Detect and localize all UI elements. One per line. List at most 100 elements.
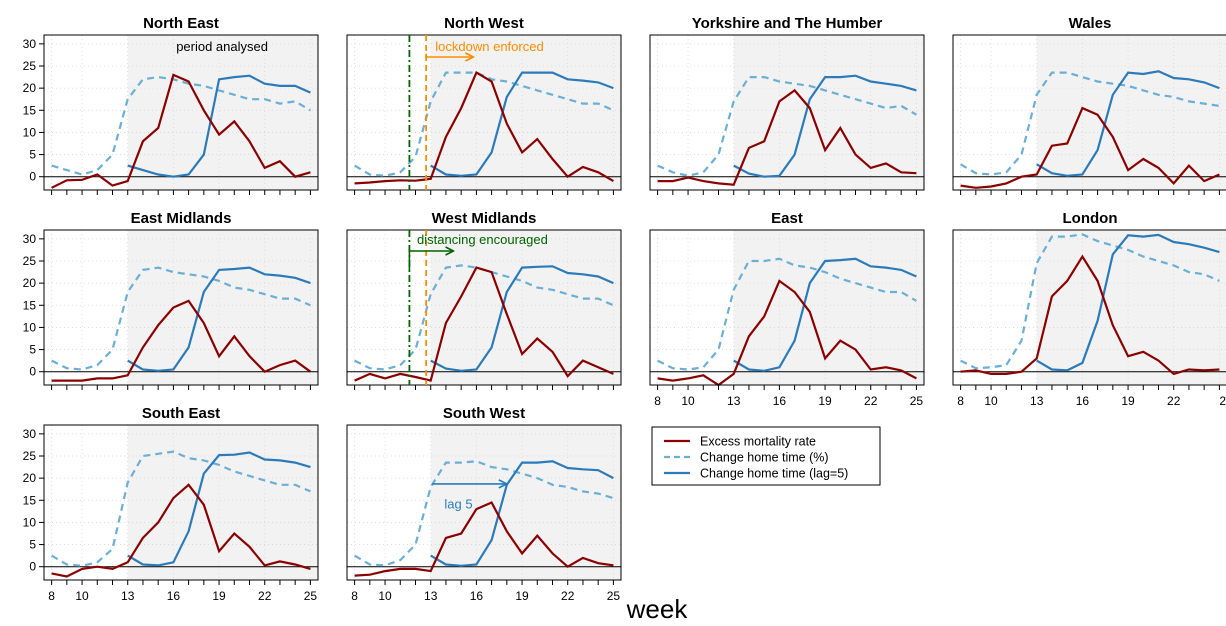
y-tick-label: 15 xyxy=(23,298,37,312)
series-line-home-time-lag xyxy=(430,460,614,567)
panel-frame xyxy=(346,229,622,386)
panel-title: London xyxy=(1063,210,1118,227)
y-tick-label: 25 xyxy=(23,449,37,463)
series-line-home-time xyxy=(354,71,614,177)
panel-frame xyxy=(43,424,319,581)
series-line-home-time-lag xyxy=(733,74,917,178)
x-tick-label: 8 xyxy=(654,394,661,408)
series-line-home-time-lag xyxy=(1036,233,1220,372)
panel-frame xyxy=(43,34,319,191)
lag-label: lag 5 xyxy=(444,496,472,511)
panel-title: East Midlands xyxy=(131,210,232,227)
y-tick-label: 20 xyxy=(23,81,37,95)
panel-wales: Wales xyxy=(952,15,1226,195)
panel-frame xyxy=(346,34,622,191)
panel-title: East xyxy=(771,210,803,227)
x-axis-label: week xyxy=(626,594,689,624)
analysed-period-shading xyxy=(430,35,621,190)
panel-london: London 8 10 13 16 19 22 25 xyxy=(952,210,1226,408)
y-tick-label: 5 xyxy=(29,538,36,552)
panel-frame xyxy=(649,34,925,191)
x-tick-label: 19 xyxy=(1121,394,1135,408)
legend: Excess mortality rate Change home time (%… xyxy=(651,426,881,486)
analysed-period-shading xyxy=(127,425,318,580)
x-tick-label: 19 xyxy=(212,589,226,603)
panel-title: North West xyxy=(444,15,524,32)
series-line-excess-mortality xyxy=(354,501,614,577)
lockdown-enforced-label: lockdown enforced xyxy=(435,39,543,54)
panel-east: East 8 10 13 16 19 22 25 xyxy=(649,210,925,408)
panel-east-midlands: East Midlands 0 5 10 15 20 25 30 xyxy=(23,210,319,390)
panel-title: North East xyxy=(143,15,219,32)
series-line-home-time-lag xyxy=(733,257,917,372)
x-tick-label: 10 xyxy=(75,589,89,603)
x-tick-label: 25 xyxy=(304,589,318,603)
x-tick-label: 25 xyxy=(607,589,621,603)
series-line-excess-mortality xyxy=(51,73,311,189)
panel-yorkshire-and-the-humber: Yorkshire and The Humber xyxy=(649,15,925,195)
analysed-period-shading xyxy=(733,35,924,190)
series-line-excess-mortality xyxy=(51,299,312,382)
series-line-home-time xyxy=(960,233,1220,370)
y-tick-label: 10 xyxy=(23,515,37,529)
panel-frame xyxy=(43,229,319,386)
x-tick-label: 13 xyxy=(727,394,741,408)
x-tick-label: 25 xyxy=(1219,394,1226,408)
series-line-excess-mortality xyxy=(960,254,1220,376)
x-tick-label: 19 xyxy=(818,394,832,408)
series-line-home-time xyxy=(51,450,311,567)
series-line-home-time-lag xyxy=(127,266,311,372)
panel-title: Yorkshire and The Humber xyxy=(692,15,883,32)
x-tick-label: 13 xyxy=(121,589,135,603)
series-line-excess-mortality xyxy=(354,71,614,185)
series-line-excess-mortality xyxy=(657,279,917,387)
y-tick-label: 20 xyxy=(23,276,37,290)
analysed-period-shading xyxy=(430,425,621,580)
analysed-period-shading xyxy=(127,230,318,385)
y-tick-label: 30 xyxy=(23,232,37,246)
y-tick-label: 0 xyxy=(29,365,36,379)
x-tick-label: 10 xyxy=(681,394,695,408)
x-tick-label: 16 xyxy=(773,394,787,408)
x-tick-label: 22 xyxy=(561,589,575,603)
lockdown-arrow xyxy=(425,54,473,57)
y-tick-label: 25 xyxy=(23,59,37,73)
legend-label-mortality: Excess mortality rate xyxy=(700,435,816,449)
x-tick-label: 19 xyxy=(515,589,529,603)
panel-north-west: North West lockdown enforced xyxy=(346,15,622,195)
series-line-home-time xyxy=(657,257,917,371)
panel-frame xyxy=(346,424,622,581)
series-line-excess-mortality xyxy=(354,266,614,382)
period-analysed-label: period analysed xyxy=(176,39,268,54)
x-tick-label: 25 xyxy=(910,394,924,408)
legend-label-lag: Change home time (lag=5) xyxy=(700,467,848,481)
x-tick-label: 13 xyxy=(424,589,438,603)
x-tick-label: 8 xyxy=(957,394,964,408)
x-tick-label: 16 xyxy=(470,589,484,603)
x-tick-label: 8 xyxy=(351,589,358,603)
panel-south-east: South East 8 10 13 16 19 22 25 0 5 10 15 20 25 30 xyxy=(23,405,319,603)
x-tick-label: 22 xyxy=(258,589,272,603)
analysed-period-shading xyxy=(127,35,318,190)
series-line-excess-mortality xyxy=(657,88,917,186)
series-line-home-time-lag xyxy=(430,265,614,372)
x-tick-label: 8 xyxy=(48,589,55,603)
series-line-excess-mortality xyxy=(960,106,1220,189)
panel-frame xyxy=(649,229,925,386)
panel-title: West Midlands xyxy=(432,210,537,227)
series-line-home-time-lag xyxy=(430,71,614,177)
series-line-home-time xyxy=(657,76,917,177)
panel-title: South East xyxy=(142,405,220,422)
y-tick-label: 20 xyxy=(23,471,37,485)
x-tick-label: 22 xyxy=(864,394,878,408)
y-tick-label: 30 xyxy=(23,427,37,441)
y-tick-label: 10 xyxy=(23,320,37,334)
series-line-home-time xyxy=(51,75,311,176)
distancing-encouraged-label: distancing encouraged xyxy=(417,232,548,247)
series-line-home-time-lag xyxy=(127,74,311,178)
y-tick-label: 25 xyxy=(23,254,37,268)
panel-title: South West xyxy=(443,405,525,422)
y-tick-label: 0 xyxy=(29,560,36,574)
panel-frame xyxy=(952,229,1226,386)
